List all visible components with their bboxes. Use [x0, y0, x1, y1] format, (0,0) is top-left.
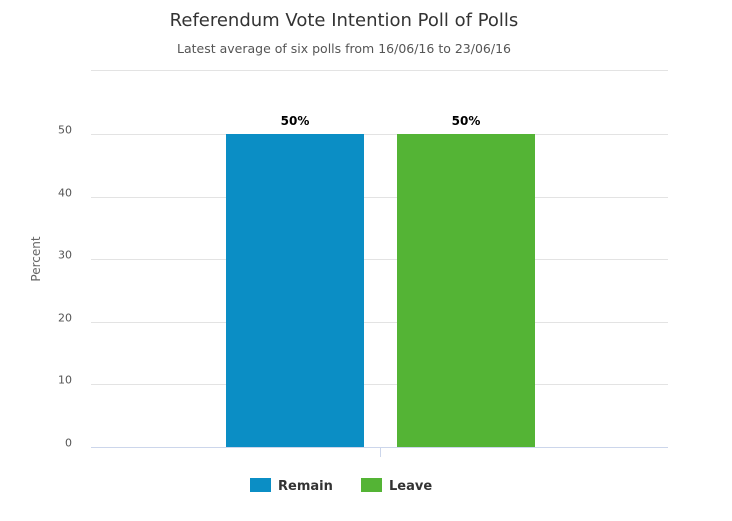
legend-swatch-leave: [361, 478, 382, 492]
legend-item-remain[interactable]: Remain: [250, 478, 333, 494]
legend-label-remain: Remain: [278, 479, 333, 494]
chart-title: Referendum Vote Intention Poll of Polls: [170, 10, 519, 31]
data-labels: 50% 50%: [281, 114, 481, 128]
legend-swatch-remain: [250, 478, 271, 492]
legend-label-leave: Leave: [389, 479, 432, 494]
y-axis-title: Percent: [29, 236, 43, 281]
bars: [226, 134, 535, 447]
bar-leave[interactable]: [397, 134, 535, 447]
y-tick-label: 10: [58, 374, 72, 387]
grid: [91, 70, 668, 457]
y-tick-label: 30: [58, 249, 72, 262]
chart-subtitle: Latest average of six polls from 16/06/1…: [177, 41, 511, 56]
y-axis-ticks: 0 10 20 30 40 50: [58, 124, 72, 450]
y-tick-label: 0: [65, 437, 72, 450]
data-label-remain: 50%: [281, 114, 310, 128]
legend-item-leave[interactable]: Leave: [361, 478, 432, 494]
legend[interactable]: Remain Leave: [250, 478, 432, 494]
bar-remain[interactable]: [226, 134, 364, 447]
y-tick-label: 20: [58, 312, 72, 325]
y-tick-label: 50: [58, 124, 72, 137]
data-label-leave: 50%: [452, 114, 481, 128]
y-tick-label: 40: [58, 187, 72, 200]
